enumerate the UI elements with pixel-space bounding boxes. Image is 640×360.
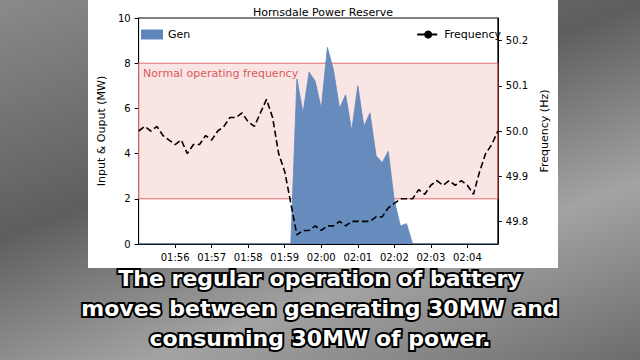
svg-text:01:58: 01:58 bbox=[234, 252, 263, 263]
svg-text:Frequency: Frequency bbox=[444, 28, 501, 41]
svg-text:01:56: 01:56 bbox=[161, 252, 190, 263]
svg-text:49.8: 49.8 bbox=[506, 216, 528, 227]
html-text:The regular operation of batte: The regular operation of battery bbox=[118, 266, 522, 291]
svg-text:2: 2 bbox=[124, 193, 130, 204]
svg-text:02:03: 02:03 bbox=[416, 252, 445, 263]
svg-text:02:02: 02:02 bbox=[380, 252, 409, 263]
svg-text:Hornsdale Power Reserve: Hornsdale Power Reserve bbox=[253, 6, 393, 19]
svg-text:49.9: 49.9 bbox=[506, 171, 528, 182]
svg-text:10: 10 bbox=[118, 13, 131, 24]
svg-text:02:00: 02:00 bbox=[307, 252, 336, 263]
svg-text:02:01: 02:01 bbox=[343, 252, 372, 263]
html-text:moves between generating 30MW: moves between generating 30MW and bbox=[81, 296, 559, 321]
svg-text:50.0: 50.0 bbox=[506, 126, 528, 137]
svg-text:0: 0 bbox=[124, 239, 130, 250]
svg-text:8: 8 bbox=[124, 58, 130, 69]
svg-text:01:57: 01:57 bbox=[197, 252, 226, 263]
svg-text:50.1: 50.1 bbox=[506, 80, 528, 91]
svg-text:Normal operating frequency: Normal operating frequency bbox=[143, 67, 299, 80]
svg-text:Input & Ouput (MW): Input & Ouput (MW) bbox=[95, 76, 108, 186]
svg-text:50.2: 50.2 bbox=[506, 35, 528, 46]
svg-text:02:04: 02:04 bbox=[453, 252, 482, 263]
html-text:consuming 30MW of power.: consuming 30MW of power. bbox=[149, 326, 491, 351]
svg-text:Gen: Gen bbox=[168, 28, 190, 41]
svg-text:Frequency (Hz): Frequency (Hz) bbox=[538, 90, 551, 173]
svg-text:4: 4 bbox=[124, 148, 130, 159]
svg-text:6: 6 bbox=[124, 103, 130, 114]
svg-text:01:59: 01:59 bbox=[270, 252, 299, 263]
